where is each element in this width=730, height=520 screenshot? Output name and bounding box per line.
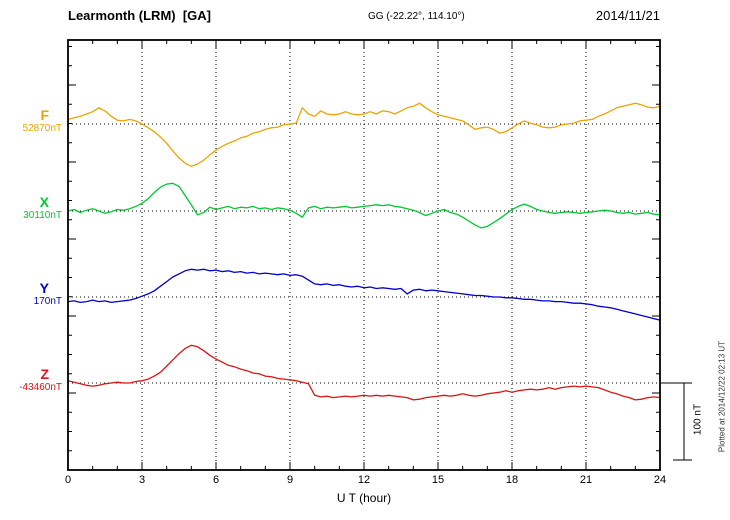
x-tick-label: 0 xyxy=(64,474,72,486)
channel-baseline-x: 30110nT xyxy=(23,210,62,222)
x-tick-label: 24 xyxy=(653,474,667,486)
trace-Z xyxy=(67,344,661,401)
channel-letter-z: Z xyxy=(40,366,49,382)
channel-label-f: F 52870nT xyxy=(0,107,62,135)
trace-X xyxy=(67,182,661,229)
x-tick-label: 9 xyxy=(286,474,294,486)
channel-label-y: Y 170nT xyxy=(0,280,62,308)
geographic-coords: GG (-22.22°, 114.10°) xyxy=(368,11,465,22)
x-tick-label: 12 xyxy=(357,474,371,486)
trace-F xyxy=(67,102,661,167)
x-tick-label: 21 xyxy=(579,474,593,486)
station-title: Learmonth (LRM) [GA] xyxy=(68,8,211,23)
channel-baseline-z: -43460nT xyxy=(19,382,62,394)
scale-bar-label: 100 nT xyxy=(692,403,704,436)
channel-letter-f: F xyxy=(40,107,49,123)
trace-Y xyxy=(67,268,661,321)
plotted-at-note: Plotted at 2014/12/22 02:13 UT xyxy=(717,340,727,453)
x-tick-label: 3 xyxy=(138,474,146,486)
channel-baseline-f: 52870nT xyxy=(22,123,62,135)
x-tick-label: 6 xyxy=(212,474,220,486)
x-axis-title: U T (hour) xyxy=(336,491,392,505)
plot-frame xyxy=(67,39,661,471)
plot-date: 2014/11/21 xyxy=(595,8,660,23)
channel-label-x: X 30110nT xyxy=(0,194,62,222)
channel-baseline-y: 170nT xyxy=(33,296,62,308)
x-tick-label: 18 xyxy=(505,474,519,486)
channel-letter-y: Y xyxy=(39,280,49,296)
channel-letter-x: X xyxy=(39,194,49,210)
x-axis-tick-labels: 0 3 6 9 12 15 18 21 24 xyxy=(0,474,730,488)
x-tick-label: 15 xyxy=(431,474,445,486)
channel-label-z: Z -43460nT xyxy=(0,366,62,394)
